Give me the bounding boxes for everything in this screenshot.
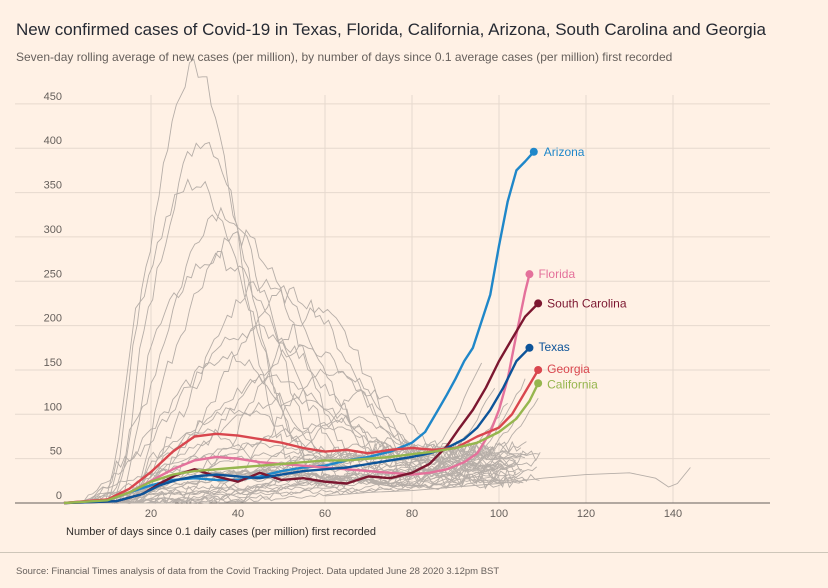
other-state-line (133, 428, 522, 504)
x-axis-label: Number of days since 0.1 daily cases (pe… (66, 526, 376, 538)
series-line-texas (63, 346, 531, 505)
y-tick-label: 150 (44, 357, 62, 369)
series-label-arizona: Arizona (544, 145, 585, 159)
series-label-california: California (547, 377, 598, 391)
grid-layer: 0 50 100 150 200 250 300 350 400 450 20 40 60 80 100 12… (15, 91, 770, 538)
series-label-texas: Texas (538, 340, 569, 354)
other-state-line (324, 467, 691, 497)
series-end-point-florida (525, 270, 534, 279)
series-label-georgia: Georgia (547, 362, 590, 376)
other-state-line (133, 453, 505, 504)
x-tick-label: 60 (319, 508, 331, 520)
y-tick-label: 400 (44, 135, 62, 147)
label-layer: Arizona Florida South Carolina Texas Georgia… (538, 145, 626, 391)
other-state-line (194, 397, 539, 490)
other-state-line (194, 416, 517, 489)
other-state-line (79, 466, 537, 504)
other-state-line (93, 414, 516, 504)
y-tick-label: 100 (44, 401, 62, 413)
y-tick-label: 50 (50, 446, 62, 458)
series-end-point-california (534, 379, 543, 388)
source-note: Source: Financial Times analysis of data… (16, 566, 500, 577)
x-tick-label: 80 (406, 508, 418, 520)
y-tick-label: 450 (44, 91, 62, 103)
series-line-florida (63, 273, 531, 505)
y-tick-label: 300 (44, 224, 62, 236)
x-tick-label: 140 (664, 508, 682, 520)
series-line-georgia (63, 369, 540, 505)
chart-svg: 0 50 100 150 200 250 300 350 400 450 20 40 60 80 100 12… (15, 58, 770, 538)
series-end-point-georgia (534, 365, 543, 374)
chart-title: New confirmed cases of Covid-19 in Texas… (16, 20, 766, 39)
series-layer (63, 147, 543, 505)
series-label-south-carolina: South Carolina (547, 296, 627, 310)
y-tick-label: 250 (44, 268, 62, 280)
series-end-point-texas (525, 343, 534, 352)
series-end-point-south-carolina (534, 299, 543, 308)
other-state-line (89, 470, 503, 504)
x-tick-label: 40 (232, 508, 244, 520)
x-tick-label: 20 (145, 508, 157, 520)
other-state-line (75, 350, 524, 504)
y-tick-label: 0 (56, 490, 62, 502)
x-tick-label: 100 (490, 508, 508, 520)
y-tick-label: 200 (44, 313, 62, 325)
y-tick-label: 350 (44, 180, 62, 192)
chart-subtitle: Seven-day rolling average of new cases (… (16, 50, 673, 64)
series-end-point-arizona (529, 147, 538, 156)
series-label-florida: Florida (538, 267, 575, 281)
footer-rule (0, 552, 828, 553)
x-tick-label: 120 (577, 508, 595, 520)
series-line-california (63, 382, 540, 505)
